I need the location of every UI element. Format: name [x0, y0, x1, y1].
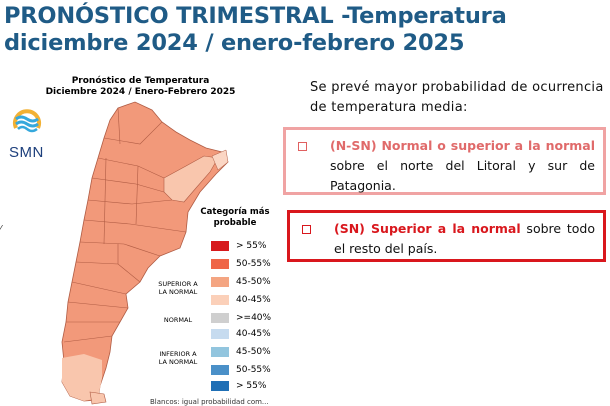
legend-label: 40-45% [236, 295, 271, 305]
logo-text: SMN [9, 144, 44, 161]
legend-group-below: INFERIOR A LA NORMAL [148, 350, 208, 366]
forecast-box-normal-or-above: (N-SN) Normal o superior a la normal sob… [283, 127, 606, 195]
legend-group-above-line2: LA NORMAL [158, 288, 198, 296]
forecast-highlight: (N-SN) Normal o superior a la normal [330, 138, 595, 153]
map-region-misiones [211, 149, 229, 171]
forecast-intro: Se prevé mayor probabilidad de ocurrenci… [310, 80, 604, 115]
map-footnote: Blancos: igual probabilidad com... [150, 398, 269, 406]
legend-label: > 55% [236, 241, 267, 251]
legend-item: >=40% [211, 312, 271, 324]
checkbox-bullet-icon [302, 225, 311, 234]
forecast-description: sobre todo el resto del país. [334, 221, 595, 256]
legend-item: > 55% [211, 240, 266, 252]
legend-label: 50-55% [236, 259, 271, 269]
checkbox-bullet-icon [298, 142, 307, 151]
legend-swatch [211, 313, 229, 323]
map-title-line1: Pronóstico de Temperatura [71, 76, 210, 86]
slide-title: PRONÓSTICO TRIMESTRAL -Temperatura dicie… [4, 3, 604, 57]
map-region-tierra-del-fuego [89, 391, 107, 405]
legend-item: 50-55% [211, 364, 271, 376]
legend-label: > 55% [236, 381, 267, 391]
legend-group-below-line1: INFERIOR A [159, 350, 197, 358]
legend-swatch [211, 277, 229, 287]
legend-group-above: SUPERIOR A LA NORMAL [148, 280, 208, 296]
legend-item: 40-45% [211, 328, 271, 340]
argentina-forecast-map [61, 101, 229, 405]
legend-label: 50-55% [236, 365, 271, 375]
legend-item: 40-45% [211, 294, 271, 306]
legend-label: 40-45% [236, 329, 271, 339]
legend-swatch [211, 295, 229, 305]
legend-item: > 55% [211, 380, 266, 392]
forecast-box-text: (SN) Superior a la normal sobre todo el … [334, 219, 595, 259]
map-region-northeast [163, 155, 219, 203]
legend-title-line2: probable [213, 218, 257, 228]
legend-label: 45-50% [236, 347, 271, 357]
legend-group-normal: NORMAL [163, 316, 193, 324]
slide-title-line2: diciembre 2024 / enero-febrero 2025 [4, 30, 465, 56]
legend-title: Categoría más probable [198, 207, 272, 229]
legend-item: 45-50% [211, 276, 271, 288]
smn-logo-icon [13, 109, 41, 133]
legend-swatch [211, 381, 229, 391]
legend-label: 45-50% [236, 277, 271, 287]
legend-group-below-line2: LA NORMAL [158, 358, 198, 366]
map-title: Pronóstico de Temperatura Diciembre 2024… [28, 76, 253, 98]
forecast-box-above: (SN) Superior a la normal sobre todo el … [287, 210, 606, 262]
province-borders [63, 107, 187, 343]
legend-item: 45-50% [211, 346, 271, 358]
forecast-box-text: (N-SN) Normal o superior a la normal sob… [330, 136, 595, 196]
legend-swatch [211, 365, 229, 375]
map-title-line2: Diciembre 2024 / Enero-Febrero 2025 [45, 87, 236, 97]
forecast-highlight: (SN) Superior a la normal [334, 221, 521, 236]
legend-swatch [211, 347, 229, 357]
legend-swatch [211, 259, 229, 269]
map-region-south-patagonia [62, 354, 102, 401]
bullet-mark: ⁄ [0, 224, 2, 235]
legend-swatch [211, 329, 229, 339]
legend-group-above-line1: SUPERIOR A [158, 280, 198, 288]
legend-title-line1: Categoría más [200, 207, 270, 217]
legend-swatch [211, 241, 229, 251]
legend-item: 50-55% [211, 258, 271, 270]
forecast-description: sobre el norte del Litoral y sur de Pata… [330, 158, 595, 193]
slide-title-line1: PRONÓSTICO TRIMESTRAL -Temperatura [4, 3, 507, 29]
legend-label: >=40% [236, 313, 272, 323]
